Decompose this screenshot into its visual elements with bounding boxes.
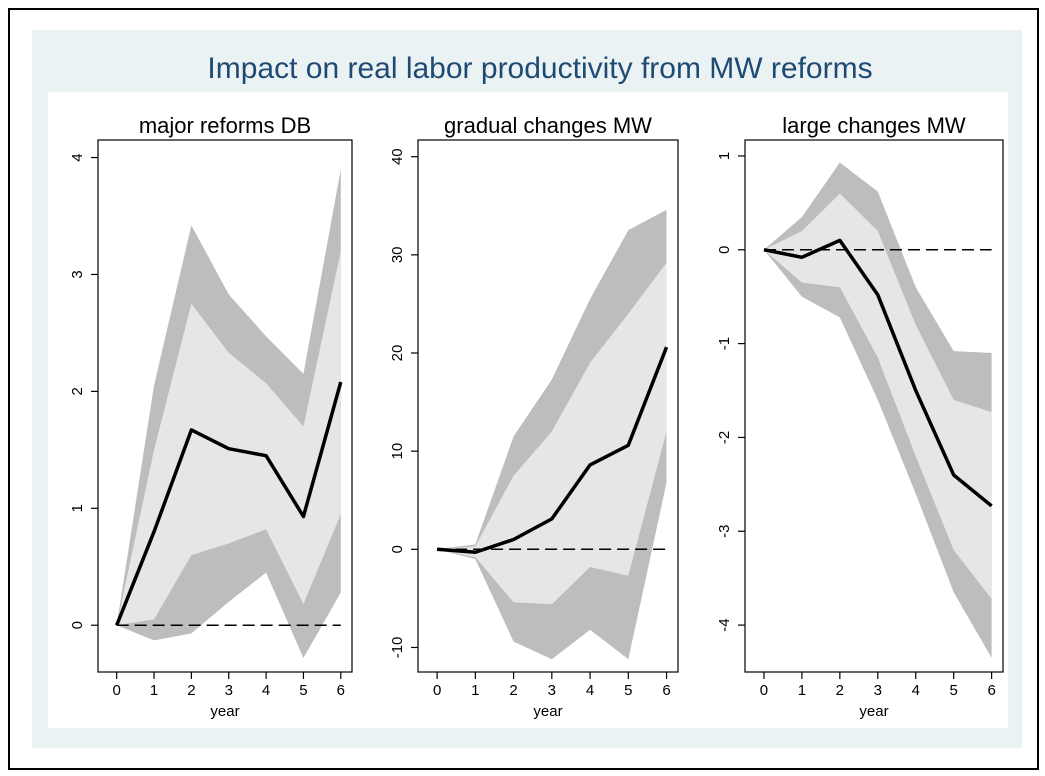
x-tick-label: 5	[299, 682, 307, 699]
estimate-line	[763, 238, 993, 508]
x-axis-label: year	[210, 703, 239, 720]
x-tick-label: 4	[262, 682, 270, 699]
y-tick-label: 0	[389, 545, 406, 553]
y-tick-label: 0	[69, 621, 86, 629]
x-tick-label: 6	[987, 682, 995, 699]
y-tick-label: -4	[716, 618, 733, 631]
confidence-band	[116, 251, 341, 626]
panel-title: large changes MW	[782, 113, 966, 138]
x-tick-label: 0	[113, 682, 121, 699]
confidence-band	[437, 262, 667, 605]
x-tick-label: 2	[187, 682, 195, 699]
estimate-line	[115, 381, 343, 626]
panel-title: major reforms DB	[139, 113, 311, 138]
y-tick-label: 20	[389, 345, 406, 362]
x-tick-label: 1	[798, 682, 806, 699]
axes-frame	[417, 139, 679, 673]
x-tick-label: 3	[225, 682, 233, 699]
estimate-line	[436, 346, 669, 555]
x-tick-label: 1	[150, 682, 158, 699]
y-tick-label: 40	[389, 148, 406, 165]
y-tick-label: 30	[389, 246, 406, 263]
x-tick-label: 5	[950, 682, 958, 699]
x-tick-label: 6	[337, 682, 345, 699]
y-tick-label: 4	[69, 153, 86, 161]
x-tick-label: 5	[624, 682, 632, 699]
y-tick-label: 10	[389, 443, 406, 460]
x-tick-label: 4	[586, 682, 594, 699]
y-tick-label: -10	[389, 637, 406, 659]
y-tick-label: 3	[69, 270, 86, 278]
axes-frame	[97, 139, 353, 673]
x-tick-label: 4	[912, 682, 920, 699]
x-tick-label: 2	[836, 682, 844, 699]
axes-frame	[744, 139, 1004, 673]
confidence-band	[763, 162, 992, 658]
y-tick-label: 1	[69, 504, 86, 512]
x-tick-label: 3	[548, 682, 556, 699]
x-axis-label: year	[533, 703, 562, 720]
y-tick-label: -1	[716, 337, 733, 350]
x-tick-label: 1	[471, 682, 479, 699]
y-tick-label: 0	[716, 246, 733, 254]
x-tick-label: 0	[433, 682, 441, 699]
panel-title: gradual changes MW	[444, 113, 652, 138]
x-tick-label: 0	[760, 682, 768, 699]
y-tick-label: -2	[716, 431, 733, 444]
y-tick-label: -3	[716, 525, 733, 538]
x-tick-label: 2	[509, 682, 517, 699]
x-tick-label: 6	[662, 682, 670, 699]
y-tick-label: 1	[716, 152, 733, 160]
confidence-band	[763, 193, 992, 599]
main-title: Impact on real labor productivity from M…	[207, 52, 872, 85]
y-tick-label: 2	[69, 387, 86, 395]
x-axis-label: year	[859, 703, 888, 720]
x-tick-label: 3	[874, 682, 882, 699]
